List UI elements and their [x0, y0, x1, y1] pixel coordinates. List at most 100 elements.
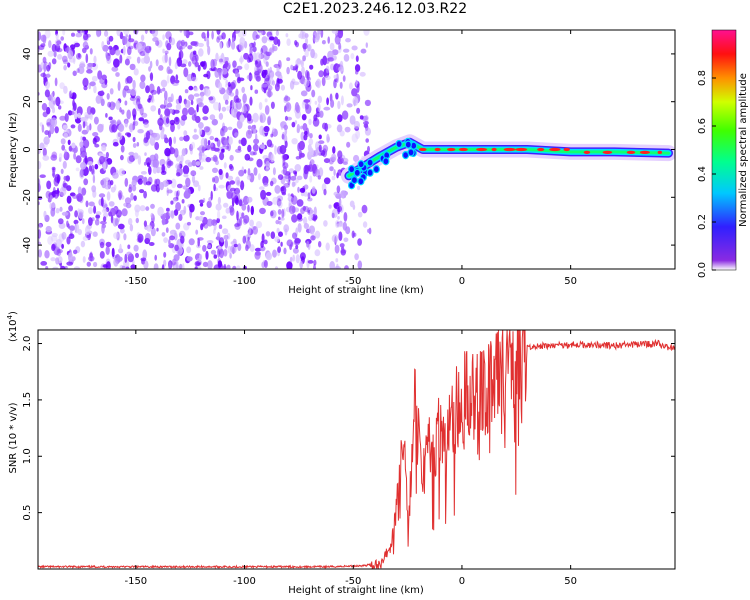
noise-blob	[129, 224, 134, 232]
noise-blob	[284, 140, 288, 148]
noise-blob	[106, 93, 110, 100]
noise-blob	[42, 56, 47, 64]
noise-blob	[342, 75, 346, 82]
noise-blob	[197, 64, 201, 72]
noise-blob	[199, 84, 204, 91]
noise-blob	[272, 127, 275, 133]
noise-blob	[40, 34, 47, 42]
noise-blob	[112, 141, 119, 147]
noise-blob	[102, 216, 107, 222]
noise-blob	[202, 261, 209, 268]
noise-blob	[239, 37, 246, 46]
noise-blob	[206, 218, 214, 227]
noise-blob	[124, 119, 128, 128]
noise-blob	[123, 233, 127, 241]
noise-blob	[57, 54, 63, 60]
noise-blob	[187, 45, 193, 50]
noise-blob	[223, 139, 229, 146]
noise-blob	[63, 132, 69, 139]
noise-blob	[253, 167, 258, 176]
noise-blob	[270, 153, 275, 163]
noise-blob	[317, 175, 321, 180]
noise-blob	[345, 226, 351, 235]
noise-blob	[342, 161, 348, 165]
noise-blob	[206, 38, 210, 48]
noise-blob	[318, 140, 325, 145]
noise-blob	[214, 137, 219, 142]
noise-blob	[286, 38, 291, 46]
noise-blob	[291, 195, 298, 205]
noise-blob	[61, 211, 69, 216]
noise-blob	[104, 78, 108, 85]
noise-blob	[79, 141, 84, 148]
x-tick-label: -150	[124, 276, 147, 287]
noise-blob	[75, 167, 80, 172]
noise-blob	[160, 79, 168, 88]
noise-blob	[219, 152, 225, 161]
y-tick-label: 1.5	[22, 392, 33, 408]
noise-blob	[331, 30, 339, 34]
noise-blob	[148, 242, 155, 246]
noise-blob	[232, 60, 237, 68]
noise-blob	[309, 133, 313, 139]
noise-blob	[213, 254, 218, 259]
noise-blob	[89, 48, 93, 55]
noise-blob	[203, 87, 207, 96]
noise-blob	[243, 214, 250, 224]
noise-blob	[213, 101, 220, 111]
noise-blob	[201, 146, 205, 153]
x-tick-label: 0	[459, 576, 465, 587]
noise-blob	[162, 48, 165, 54]
noise-blob	[314, 249, 321, 257]
noise-blob	[193, 50, 197, 55]
noise-blob	[337, 100, 341, 110]
noise-blob	[136, 142, 140, 147]
noise-blob	[194, 61, 199, 68]
noise-blob	[242, 93, 247, 104]
peak-mark	[419, 147, 427, 152]
noise-blob	[135, 217, 139, 224]
noise-blob	[214, 68, 220, 78]
noise-blob	[241, 212, 245, 219]
noise-blob	[50, 257, 56, 262]
noise-blob	[258, 102, 263, 110]
noise-blob	[155, 184, 160, 193]
noise-blob	[43, 71, 46, 82]
noise-blob	[168, 260, 173, 269]
noise-blob	[79, 63, 86, 68]
noise-blob	[315, 168, 320, 178]
noise-blob	[82, 139, 90, 149]
x-tick-label: 50	[564, 276, 577, 287]
noise-blob	[329, 261, 335, 269]
noise-blob	[355, 130, 360, 140]
noise-blob	[38, 249, 42, 258]
noise-blob	[259, 144, 266, 150]
y-tick-label: 2.0	[22, 336, 33, 352]
noise-blob	[125, 132, 131, 136]
noise-blob	[59, 262, 62, 267]
noise-blob	[80, 150, 87, 158]
noise-blob	[261, 83, 268, 88]
noise-blob	[117, 223, 125, 230]
noise-blob	[175, 222, 181, 230]
noise-blob	[77, 123, 82, 132]
noise-blob	[277, 174, 284, 181]
noise-blob	[217, 210, 221, 220]
noise-blob	[248, 53, 254, 63]
noise-blob	[261, 69, 267, 79]
noise-blob	[198, 215, 204, 222]
noise-blob	[295, 59, 302, 66]
noise-blob	[349, 115, 356, 125]
noise-blob	[261, 36, 268, 44]
noise-blob	[115, 49, 121, 56]
noise-blob	[178, 95, 182, 104]
noise-blob	[180, 39, 186, 47]
noise-blob	[173, 136, 177, 144]
x-tick-label: -50	[345, 276, 361, 287]
noise-blob	[241, 86, 245, 93]
noise-blob	[148, 166, 152, 175]
noise-blob	[77, 186, 82, 195]
noise-blob	[244, 63, 250, 71]
noise-blob	[182, 165, 190, 175]
